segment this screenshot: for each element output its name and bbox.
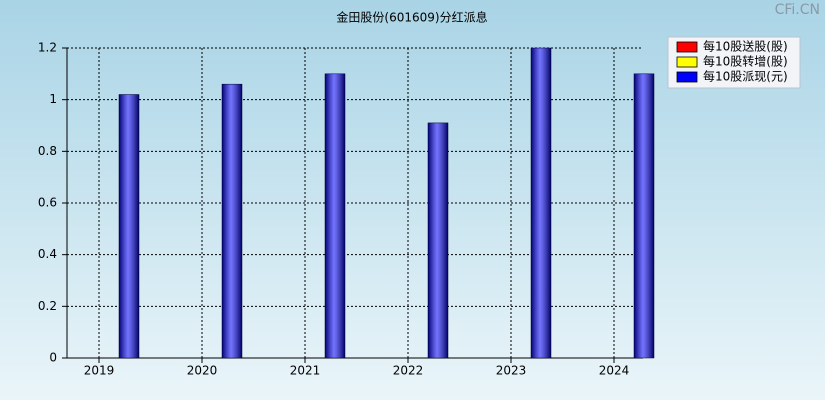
x-tick-label: 2024 — [599, 364, 630, 378]
watermark: CFi.CN — [775, 2, 820, 18]
legend-swatch — [676, 56, 698, 68]
y-tick-label: 1.2 — [38, 41, 57, 55]
y-tick-label: 1 — [49, 92, 57, 106]
y-tick-label: 0 — [49, 351, 57, 365]
bar-shade — [118, 94, 140, 359]
legend-label: 每10股送股(股) — [703, 39, 788, 54]
legend-label: 每10股转增(股) — [703, 54, 788, 69]
legend-swatch — [676, 41, 698, 53]
y-tick-label: 0.8 — [38, 144, 57, 158]
legend-label: 每10股派现(元) — [703, 69, 788, 84]
bar-shade — [221, 83, 243, 359]
y-tick-label: 0.6 — [38, 196, 57, 210]
x-tick-label: 2021 — [290, 364, 321, 378]
x-tick-label: 2022 — [393, 364, 424, 378]
x-tick-label: 2020 — [187, 364, 218, 378]
y-tick-label: 0.2 — [38, 299, 57, 313]
bar-shade — [530, 47, 552, 359]
bar-shade — [324, 73, 346, 359]
bar-shade — [633, 73, 655, 359]
chart-title: 金田股份(601609)分红派息 — [336, 10, 487, 25]
legend-swatch — [676, 71, 698, 83]
y-tick-label: 0.4 — [38, 247, 57, 261]
bar-shade — [427, 122, 449, 359]
x-tick-label: 2023 — [496, 364, 527, 378]
x-tick-label: 2019 — [84, 364, 115, 378]
